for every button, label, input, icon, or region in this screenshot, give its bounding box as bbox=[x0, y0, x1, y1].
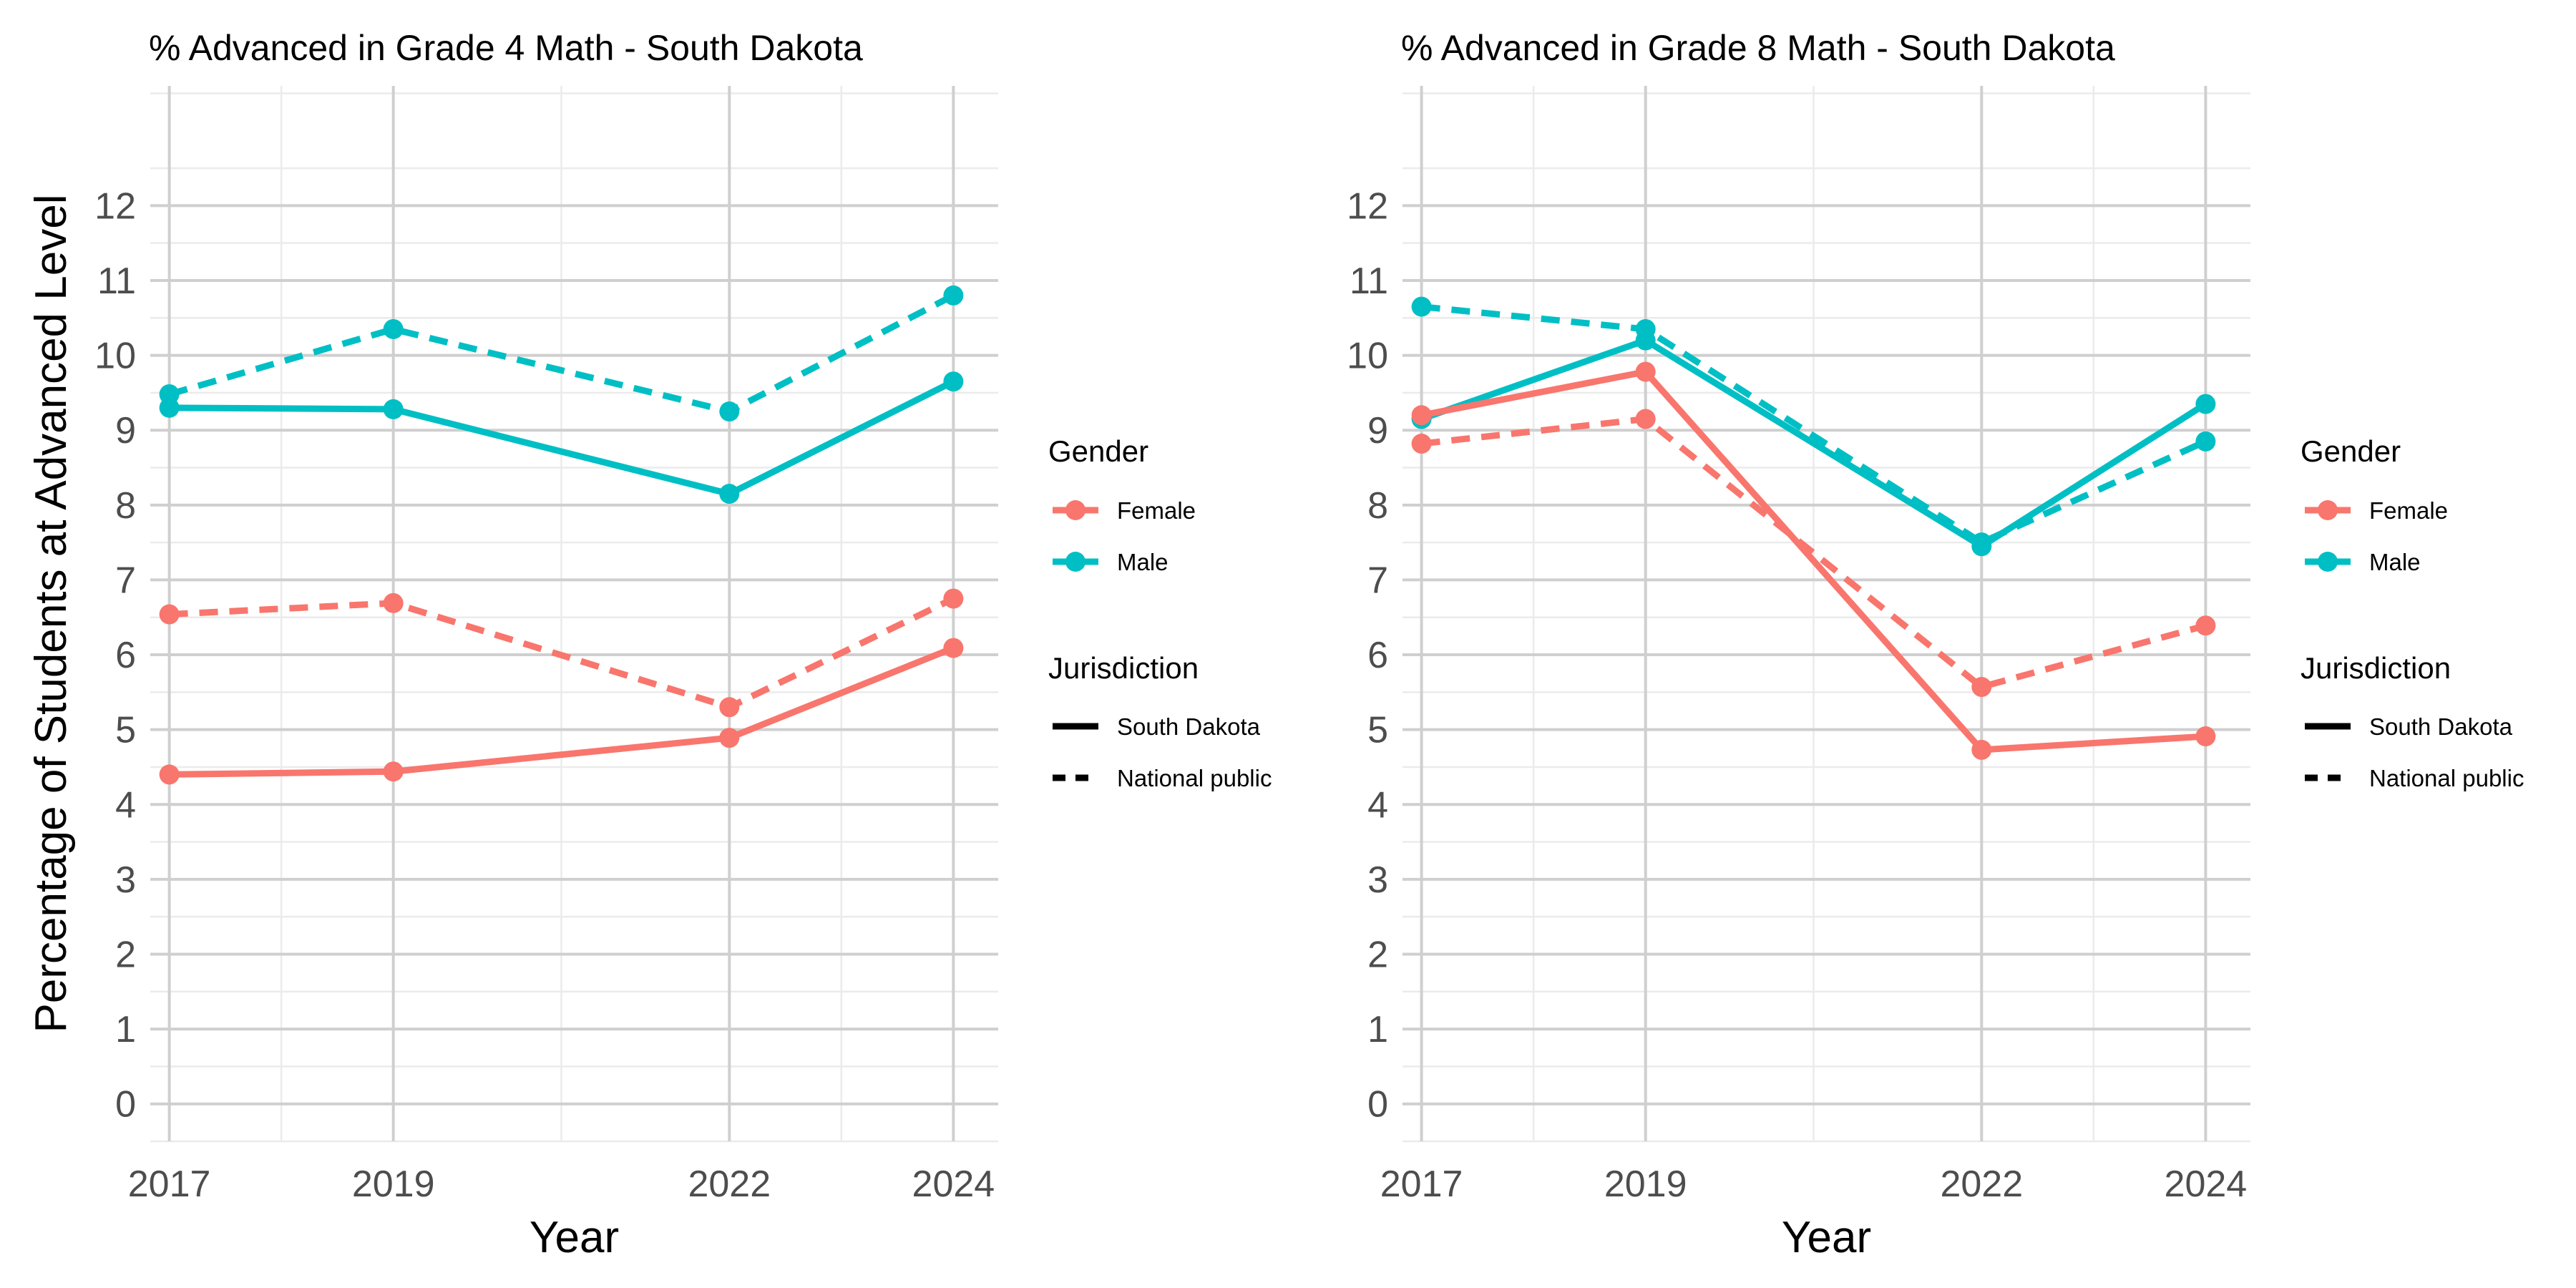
legend-label-female: Female bbox=[1117, 497, 1196, 524]
data-point-male bbox=[2195, 431, 2216, 452]
chart-title: % Advanced in Grade 4 Math - South Dakot… bbox=[149, 28, 863, 68]
data-point-female bbox=[383, 592, 404, 613]
series-line-male-national-public bbox=[168, 292, 955, 415]
y-tick-label: 12 bbox=[1347, 185, 1388, 227]
data-point-female bbox=[1411, 434, 1432, 454]
y-tick-label: 5 bbox=[1367, 710, 1388, 751]
data-point-female bbox=[2195, 726, 2216, 747]
legend-label-male: Male bbox=[2369, 549, 2421, 575]
data-point-male bbox=[383, 399, 404, 419]
chart-title: % Advanced in Grade 8 Math - South Dakot… bbox=[1401, 28, 2115, 68]
y-tick-label: 2 bbox=[115, 934, 136, 975]
series-line-male-national-public bbox=[1421, 303, 2207, 546]
series-lines bbox=[168, 292, 955, 778]
x-axis-title: Year bbox=[530, 1213, 619, 1262]
legend-jurisdiction-title: Jurisdiction bbox=[2301, 651, 2451, 685]
y-tick-label: 2 bbox=[1367, 934, 1388, 975]
x-tick-label: 2024 bbox=[912, 1163, 995, 1205]
series-lines bbox=[1420, 303, 2207, 753]
legend-label-south-dakota: South Dakota bbox=[2369, 713, 2513, 740]
data-point-male bbox=[2195, 394, 2216, 414]
legend-gender-title: Gender bbox=[2301, 434, 2401, 468]
data-point-female bbox=[1635, 361, 1656, 382]
legend-key-point bbox=[1065, 552, 1085, 572]
data-point-male bbox=[943, 285, 964, 306]
y-tick-label: 0 bbox=[115, 1084, 136, 1126]
y-tick-label: 5 bbox=[115, 710, 136, 751]
y-tick-label: 4 bbox=[115, 784, 136, 826]
series-line-female-south-dakota bbox=[1420, 369, 2206, 753]
data-point-female bbox=[159, 764, 180, 785]
y-tick-label: 7 bbox=[115, 560, 136, 601]
x-tick-label: 2019 bbox=[1604, 1163, 1687, 1205]
series-line-female-national-public bbox=[169, 595, 955, 711]
legend-label-national-public: National public bbox=[2369, 765, 2524, 791]
series-line-male-south-dakota bbox=[169, 379, 955, 497]
legend-1: Gender Female Male Jurisdiction South Dakota… bbox=[1048, 434, 1272, 791]
data-point-male bbox=[1635, 318, 1656, 339]
series-line-female-south-dakota bbox=[169, 645, 955, 778]
legend-label-national-public: National public bbox=[1117, 765, 1272, 791]
data-point-male bbox=[1411, 296, 1432, 317]
legend-key-point bbox=[2318, 500, 2338, 520]
legend-label-male: Male bbox=[1117, 549, 1169, 575]
legend-label-south-dakota: South Dakota bbox=[1117, 713, 1261, 740]
series-points bbox=[1411, 296, 2216, 760]
y-tick-label: 3 bbox=[115, 859, 136, 901]
y-tick-label: 6 bbox=[1367, 635, 1388, 676]
y-tick-label: 7 bbox=[1367, 560, 1388, 601]
data-point-male bbox=[1971, 532, 1992, 553]
legend-key-point bbox=[2318, 552, 2338, 572]
x-tick-label: 2022 bbox=[1940, 1163, 2023, 1205]
data-point-female bbox=[943, 638, 964, 658]
data-point-female bbox=[1635, 409, 1656, 429]
data-point-female bbox=[719, 697, 740, 718]
legend-key-point bbox=[1065, 500, 1085, 520]
legend-gender-title: Gender bbox=[1048, 434, 1148, 468]
y-tick-label: 10 bbox=[1347, 336, 1388, 377]
data-point-female bbox=[719, 728, 740, 748]
y-tick-label: 10 bbox=[94, 336, 136, 377]
data-point-female bbox=[943, 588, 964, 609]
y-tick-label: 0 bbox=[1367, 1084, 1388, 1126]
data-point-female bbox=[383, 761, 404, 782]
data-point-male bbox=[719, 401, 740, 422]
y-tick-label: 6 bbox=[115, 635, 136, 676]
data-point-female bbox=[159, 604, 180, 625]
data-point-male bbox=[383, 318, 404, 339]
series-points bbox=[159, 285, 964, 785]
x-tick-label: 2022 bbox=[688, 1163, 771, 1205]
data-point-female bbox=[1411, 405, 1432, 426]
data-point-female bbox=[1971, 677, 1992, 698]
y-tick-label: 11 bbox=[1350, 260, 1388, 302]
y-tick-label: 12 bbox=[94, 185, 136, 227]
chart-panel-1: % Advanced in Grade 4 Math - South Dakot… bbox=[26, 28, 998, 1262]
legend-jurisdiction-title: Jurisdiction bbox=[1048, 651, 1199, 685]
data-point-female bbox=[1971, 739, 1992, 760]
x-tick-label: 2019 bbox=[352, 1163, 435, 1205]
data-point-female bbox=[2195, 615, 2216, 636]
legend-label-female: Female bbox=[2369, 497, 2448, 524]
y-tick-label: 8 bbox=[1367, 485, 1388, 527]
y-tick-label: 1 bbox=[1367, 1009, 1388, 1050]
x-tick-label: 2024 bbox=[2165, 1163, 2248, 1205]
legend-2: Gender Female Male Jurisdiction South Dakota… bbox=[2301, 434, 2524, 791]
y-tick-label: 9 bbox=[115, 410, 136, 452]
data-point-male bbox=[943, 371, 964, 392]
x-axis-title: Year bbox=[1782, 1213, 1871, 1262]
x-tick-label: 2017 bbox=[1380, 1163, 1463, 1205]
data-point-male bbox=[719, 484, 740, 504]
x-tick-label: 2017 bbox=[128, 1163, 211, 1205]
y-tick-label: 9 bbox=[1367, 410, 1388, 452]
series-line-male-south-dakota bbox=[1420, 337, 2207, 550]
y-tick-label: 3 bbox=[1367, 859, 1388, 901]
y-tick-label: 4 bbox=[1367, 784, 1388, 826]
chart-panel-2: % Advanced in Grade 8 Math - South Dakot… bbox=[1347, 28, 2250, 1262]
y-tick-label: 1 bbox=[115, 1009, 136, 1050]
data-point-male bbox=[159, 384, 180, 404]
y-tick-label: 11 bbox=[97, 260, 136, 302]
y-axis-title: Percentage of Students at Advanced Level bbox=[26, 195, 76, 1033]
y-tick-label: 8 bbox=[115, 485, 136, 527]
